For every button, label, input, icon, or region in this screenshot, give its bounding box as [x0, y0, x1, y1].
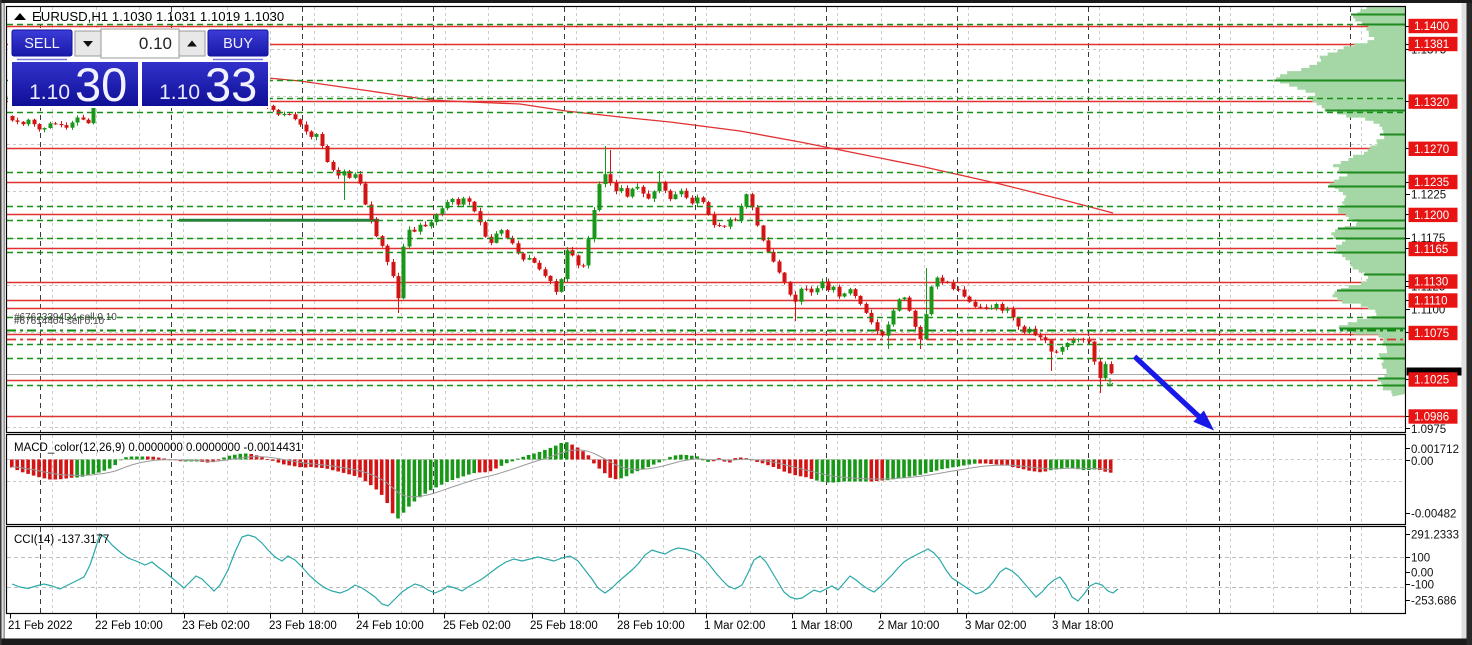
- svg-text:-253.686: -253.686: [1411, 596, 1456, 608]
- svg-text:0.00: 0.00: [1411, 567, 1433, 579]
- svg-text:1 Mar 18:00: 1 Mar 18:00: [791, 620, 852, 632]
- svg-text:23 Feb 18:00: 23 Feb 18:00: [269, 620, 337, 632]
- svg-text:1.1075: 1.1075: [1414, 328, 1449, 340]
- svg-text:21 Feb 2022: 21 Feb 2022: [8, 620, 73, 632]
- svg-text:0.10: 0.10: [139, 34, 172, 53]
- svg-text:30: 30: [75, 58, 127, 111]
- svg-text:3 Mar 18:00: 3 Mar 18:00: [1052, 620, 1113, 632]
- svg-text:1.10: 1.10: [159, 81, 200, 104]
- svg-text:291.2333: 291.2333: [1411, 530, 1459, 542]
- svg-text:1.1165: 1.1165: [1414, 244, 1448, 256]
- svg-text:EURUSD,H1 1.1030 1.1031 1.101: EURUSD,H1 1.1030 1.1031 1.1019 1.1030: [32, 9, 284, 24]
- svg-text:1.1110: 1.1110: [1414, 296, 1447, 308]
- svg-text:2 Mar 10:00: 2 Mar 10:00: [878, 620, 939, 632]
- svg-text:1.1270: 1.1270: [1414, 144, 1449, 156]
- svg-text:1.10: 1.10: [29, 81, 70, 104]
- svg-text:22 Feb 10:00: 22 Feb 10:00: [95, 620, 163, 632]
- svg-text:SELL: SELL: [24, 36, 59, 52]
- svg-text:CCI(14) -137.3177: CCI(14) -137.3177: [14, 534, 109, 546]
- svg-text:23 Feb 02:00: 23 Feb 02:00: [182, 620, 250, 632]
- svg-text:BUY: BUY: [223, 36, 253, 52]
- svg-text:1.1381: 1.1381: [1414, 39, 1449, 51]
- svg-text:24 Feb 10:00: 24 Feb 10:00: [356, 620, 424, 632]
- svg-text:1.1130: 1.1130: [1414, 277, 1448, 289]
- svg-text:33: 33: [205, 58, 257, 111]
- svg-text:1 Mar 02:00: 1 Mar 02:00: [704, 620, 765, 632]
- svg-text:#67623394D4 sell 0.10: #67623394D4 sell 0.10: [14, 312, 117, 323]
- svg-text:25 Feb 02:00: 25 Feb 02:00: [443, 620, 511, 632]
- svg-text:1.1025: 1.1025: [1414, 375, 1449, 387]
- svg-text:1.1400: 1.1400: [1414, 21, 1449, 33]
- svg-text:25 Feb 18:00: 25 Feb 18:00: [530, 620, 598, 632]
- svg-text:3 Mar 02:00: 3 Mar 02:00: [965, 620, 1026, 632]
- svg-text:1.1235: 1.1235: [1414, 177, 1449, 189]
- svg-text:1.1225: 1.1225: [1411, 190, 1446, 202]
- svg-text:0.001712: 0.001712: [1411, 444, 1459, 456]
- svg-text:0.00: 0.00: [1411, 456, 1433, 468]
- svg-text:MACD_color(12,26,9) 0.0000000: MACD_color(12,26,9) 0.0000000 0.0000000 …: [14, 442, 302, 454]
- svg-text:28 Feb 10:00: 28 Feb 10:00: [617, 620, 685, 632]
- svg-text:#67614404 sell 0.10: #67614404 sell 0.10: [14, 316, 105, 327]
- svg-text:1.1200: 1.1200: [1414, 210, 1449, 222]
- svg-text:-0.00482: -0.00482: [1411, 509, 1456, 521]
- svg-text:100: 100: [1411, 552, 1430, 564]
- svg-text:1.1320: 1.1320: [1414, 97, 1449, 109]
- svg-text:1.0975: 1.0975: [1411, 424, 1446, 436]
- svg-text:1.0986: 1.0986: [1414, 412, 1449, 424]
- svg-text:-100: -100: [1411, 579, 1434, 591]
